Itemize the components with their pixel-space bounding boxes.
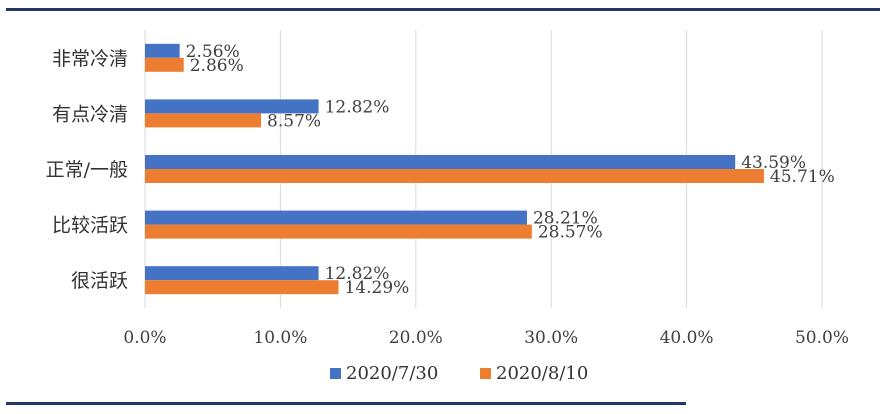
bar-series-2 — [145, 57, 184, 72]
bar-series-2 — [145, 224, 532, 239]
data-label: 2.86% — [190, 56, 244, 76]
legend-swatch — [480, 368, 491, 379]
category-label: 有点冷清 — [52, 103, 128, 125]
category-label: 非常冷清 — [52, 48, 128, 70]
data-label: 12.82% — [325, 97, 390, 117]
x-tick-labels: 0.0% 10.0% 20.0% 30.0% 40.0% 50.0% — [123, 328, 849, 348]
legend-label: 2020/7/30 — [346, 363, 438, 384]
gridlines — [144, 30, 823, 308]
bar-series-1 — [145, 99, 319, 114]
data-label: 45.71% — [770, 167, 835, 187]
legend-label: 2020/8/10 — [496, 363, 588, 384]
category-label: 比较活跃 — [52, 215, 128, 237]
data-labels: 2.56%2.86%12.82%8.57%43.59%45.71%28.21%2… — [186, 42, 835, 298]
bar-series-1 — [145, 43, 180, 58]
data-label: 28.57% — [538, 223, 603, 243]
bar-series-2 — [145, 280, 339, 295]
bar-series-1 — [145, 266, 319, 281]
x-tick-label: 10.0% — [253, 328, 307, 348]
x-tick-label: 30.0% — [524, 328, 578, 348]
legend: 2020/7/30 2020/8/10 — [330, 363, 588, 384]
category-label: 很活跃 — [71, 270, 128, 292]
data-label: 8.57% — [267, 111, 321, 131]
x-tick-label: 40.0% — [660, 328, 714, 348]
x-tick-label: 0.0% — [123, 328, 166, 348]
x-tick-label: 50.0% — [795, 328, 849, 348]
top-rule — [6, 8, 880, 11]
category-label: 正常/一般 — [46, 159, 128, 181]
legend-swatch — [330, 368, 341, 379]
bottom-rule — [6, 402, 686, 405]
data-label: 14.29% — [344, 278, 409, 298]
bar-series-2 — [145, 169, 764, 183]
bar-series-1 — [145, 210, 527, 225]
bars — [145, 43, 764, 295]
bar-series-2 — [145, 113, 262, 128]
data-label: 43.59% — [741, 153, 806, 173]
bar-series-1 — [145, 155, 736, 169]
data-label: 2.56% — [186, 42, 240, 62]
data-label: 28.21% — [533, 209, 598, 229]
data-label: 12.82% — [325, 264, 390, 284]
x-tick-label: 20.0% — [389, 328, 443, 348]
